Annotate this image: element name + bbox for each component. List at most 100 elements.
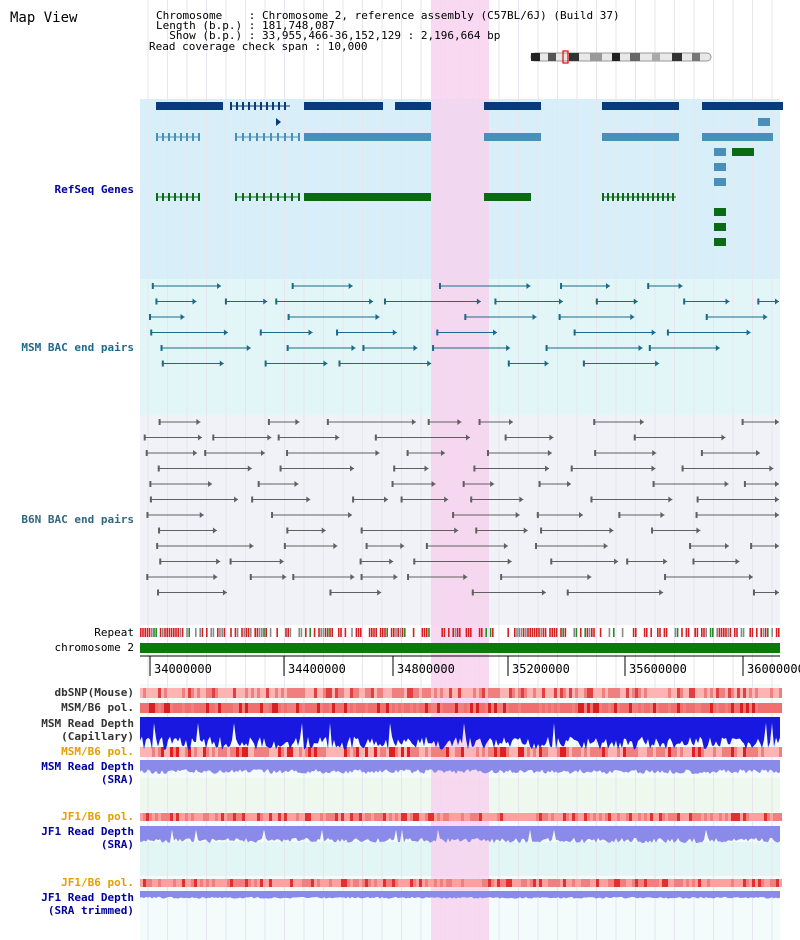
gene-exon <box>714 148 726 156</box>
polymorphism-mark <box>266 688 269 698</box>
track-label-msm-bac[interactable]: MSM BAC end pairs <box>21 341 134 354</box>
polymorphism-mark <box>200 747 203 757</box>
track-label-jf1-b6-pol-2[interactable]: JF1/B6 pol. <box>61 876 134 889</box>
polymorphism-mark <box>404 703 407 713</box>
polymorphism-mark <box>515 813 518 821</box>
polymorphism-mark <box>557 879 560 887</box>
repeat-mark <box>144 628 146 637</box>
repeat-mark <box>696 628 699 637</box>
polymorphism-mark <box>278 703 281 713</box>
polymorphism-mark <box>668 703 671 713</box>
repeat-mark <box>351 628 353 637</box>
polymorphism-mark <box>608 747 611 757</box>
chromosome-ideogram <box>530 52 712 62</box>
polymorphism-mark <box>632 813 635 821</box>
track-label-msm-b6-pol-2[interactable]: MSM/B6 pol. <box>61 745 134 758</box>
track-label-msm-b6-pol[interactable]: MSM/B6 pol. <box>61 701 134 714</box>
bac-end-arrow <box>192 298 197 305</box>
track-label-jf1-depth-sra[interactable]: JF1 Read Depth (SRA) <box>41 825 134 851</box>
bac-end-arrow <box>526 283 531 289</box>
polymorphism-mark <box>779 747 782 757</box>
track-label-chromosome[interactable]: chromosome 2 <box>54 641 134 654</box>
polymorphism-mark <box>425 813 428 821</box>
polymorphism-mark <box>287 813 290 821</box>
track-label-b6n-bac[interactable]: B6N BAC end pairs <box>21 513 134 526</box>
polymorphism-mark <box>506 813 509 821</box>
polymorphism-mark <box>671 879 674 887</box>
polymorphism-mark <box>731 813 734 821</box>
track-label-msm-depth-capillary[interactable]: MSM Read Depth (Capillary) <box>41 717 134 743</box>
repeat-mark <box>448 628 450 637</box>
polymorphism-mark <box>299 703 302 713</box>
polymorphism-mark <box>140 688 143 698</box>
polymorphism-mark <box>626 747 629 757</box>
polymorphism-mark <box>692 703 695 713</box>
repeat-mark <box>681 628 683 637</box>
polymorphism-mark <box>440 688 443 698</box>
polymorphism-mark <box>425 703 428 713</box>
bac-end <box>695 512 698 518</box>
polymorphism-mark <box>470 879 473 887</box>
polymorphism-mark <box>545 747 548 757</box>
bac-end <box>275 298 278 305</box>
bac-end <box>400 496 403 503</box>
repeat-mark <box>665 628 668 637</box>
polymorphism-mark <box>233 703 236 713</box>
repeat-mark <box>371 628 373 637</box>
polymorphism-mark <box>608 688 611 698</box>
polymorphism-mark <box>470 688 473 698</box>
repeat-mark <box>518 628 520 637</box>
bac-end <box>249 574 252 580</box>
polymorphism-mark <box>356 688 359 698</box>
polymorphism-mark <box>578 813 581 821</box>
polymorphism-mark <box>755 688 758 698</box>
track-label-jf1-depth-trimmed[interactable]: JF1 Read Depth (SRA trimmed) <box>41 891 134 917</box>
polymorphism-mark <box>482 879 485 887</box>
polymorphism-mark <box>374 879 377 887</box>
polymorphism-mark <box>494 813 497 821</box>
repeat-mark <box>723 628 725 637</box>
polymorphism-mark <box>473 688 476 698</box>
polymorphism-mark <box>323 747 326 757</box>
polymorphism-mark <box>167 879 170 887</box>
polymorphism-mark <box>179 879 182 887</box>
polymorphism-mark <box>770 688 773 698</box>
bac-end <box>156 543 159 549</box>
repeat-mark <box>767 628 769 637</box>
polymorphism-mark <box>554 688 557 698</box>
polymorphism-mark <box>704 879 707 887</box>
polymorphism-mark <box>722 747 725 757</box>
polymorphism-mark <box>509 879 512 887</box>
polymorphism-mark <box>206 747 209 757</box>
track-label-jf1-b6-pol[interactable]: JF1/B6 pol. <box>61 810 134 823</box>
polymorphism-mark <box>611 879 614 887</box>
polymorphism-mark <box>779 688 782 698</box>
track-label-dbsnp[interactable]: dbSNP(Mouse) <box>54 686 134 699</box>
polymorphism-mark <box>161 747 164 757</box>
polymorphism-mark <box>161 813 164 821</box>
bac-end-arrow <box>639 419 644 425</box>
polymorphism-mark <box>734 688 737 698</box>
polymorphism-mark <box>725 813 728 821</box>
polymorphism-mark <box>413 703 416 713</box>
polymorphism-mark <box>638 747 641 757</box>
track-label-refseq[interactable]: RefSeq Genes <box>54 183 134 196</box>
polymorphism-mark <box>488 703 491 713</box>
track-label-msm-depth-sra[interactable]: MSM Read Depth (SRA) <box>41 760 134 786</box>
repeat-mark <box>701 628 703 637</box>
track-label-repeat[interactable]: Repeat <box>94 626 134 639</box>
bac-end <box>626 558 629 565</box>
gene-exon <box>652 193 654 201</box>
repeat-mark <box>650 628 652 637</box>
polymorphism-mark <box>563 813 566 821</box>
polymorphism-mark <box>311 879 314 887</box>
repeat-mark <box>608 628 611 637</box>
polymorphism-mark <box>512 879 515 887</box>
polymorphism-mark <box>416 879 419 887</box>
polymorphism-mark <box>266 703 269 713</box>
gene-exon <box>642 193 644 201</box>
polymorphism-mark <box>557 747 560 757</box>
gene-exon <box>769 133 773 141</box>
